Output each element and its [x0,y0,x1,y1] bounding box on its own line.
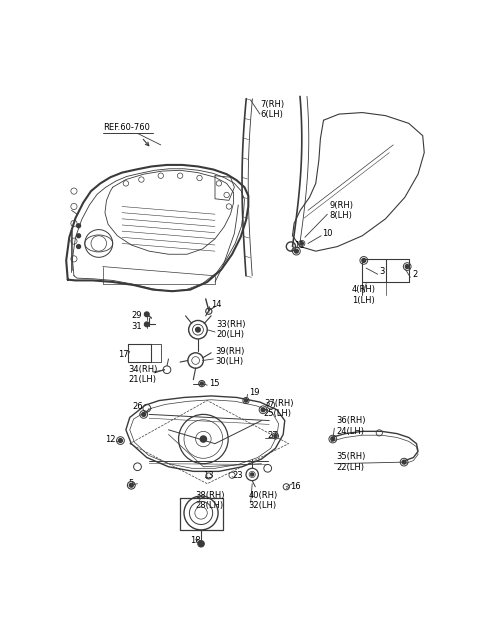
Circle shape [130,483,133,487]
Circle shape [244,399,248,402]
Text: 14: 14 [211,300,222,309]
Text: 4(RH)
1(LH): 4(RH) 1(LH) [352,285,376,305]
Text: 7(RH)
6(LH): 7(RH) 6(LH) [260,100,284,119]
Circle shape [274,435,277,437]
Text: REF.60-760: REF.60-760 [103,123,149,132]
Text: 26: 26 [132,402,143,411]
Circle shape [198,541,204,547]
Circle shape [144,322,149,326]
Circle shape [405,265,409,268]
Text: 36(RH)
24(LH): 36(RH) 24(LH) [336,416,365,436]
Circle shape [200,436,206,442]
Text: 9(RH)
8(LH): 9(RH) 8(LH) [330,200,354,220]
Text: 35(RH)
22(LH): 35(RH) 22(LH) [336,452,365,472]
Text: 3: 3 [379,268,384,277]
Circle shape [362,258,366,262]
Text: 5: 5 [128,479,133,488]
Text: 40(RH)
32(LH): 40(RH) 32(LH) [248,491,277,510]
Circle shape [77,224,81,227]
Text: 10: 10 [322,229,333,238]
Circle shape [402,460,406,464]
Circle shape [77,244,81,248]
Text: 11: 11 [294,241,304,249]
Text: 34(RH)
21(LH): 34(RH) 21(LH) [128,365,157,384]
Text: 19: 19 [249,388,260,398]
Text: 33(RH)
20(LH): 33(RH) 20(LH) [216,320,246,340]
Circle shape [77,234,81,238]
Text: 27: 27 [267,432,277,440]
Circle shape [300,242,303,245]
Text: 31: 31 [132,322,142,331]
Text: 12: 12 [105,435,116,444]
Text: 13: 13 [204,471,214,481]
Circle shape [294,249,298,253]
Text: 38(RH)
28(LH): 38(RH) 28(LH) [196,491,225,510]
Circle shape [142,413,145,416]
Text: 15: 15 [209,379,219,388]
Text: 2: 2 [413,270,418,278]
Circle shape [200,382,204,385]
Text: 39(RH)
30(LH): 39(RH) 30(LH) [215,347,244,367]
Text: 17: 17 [118,350,129,359]
Text: 18: 18 [190,536,201,545]
Text: 29: 29 [132,311,142,319]
Circle shape [331,437,335,441]
Text: 37(RH)
25(LH): 37(RH) 25(LH) [264,399,293,418]
Text: 23: 23 [232,471,243,481]
Circle shape [251,473,254,476]
Circle shape [261,408,265,412]
Circle shape [119,438,122,442]
Text: 16: 16 [290,481,301,491]
Circle shape [196,328,200,332]
Circle shape [144,312,149,317]
